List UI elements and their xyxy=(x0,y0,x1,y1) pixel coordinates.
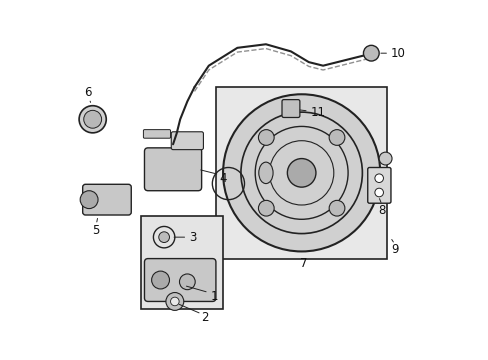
Text: 6: 6 xyxy=(84,86,92,99)
FancyBboxPatch shape xyxy=(144,258,216,301)
FancyBboxPatch shape xyxy=(367,167,390,203)
FancyBboxPatch shape xyxy=(82,184,131,215)
Circle shape xyxy=(374,174,383,183)
Circle shape xyxy=(80,191,98,208)
Text: 5: 5 xyxy=(92,224,100,237)
FancyBboxPatch shape xyxy=(216,87,386,258)
Circle shape xyxy=(179,274,195,290)
Text: 7: 7 xyxy=(299,257,306,270)
Circle shape xyxy=(151,271,169,289)
FancyBboxPatch shape xyxy=(171,132,203,150)
Circle shape xyxy=(165,293,183,310)
Text: 4: 4 xyxy=(219,172,226,185)
Ellipse shape xyxy=(258,162,272,184)
Text: 11: 11 xyxy=(310,105,325,119)
Text: 10: 10 xyxy=(390,47,405,60)
Circle shape xyxy=(159,232,169,243)
Text: 1: 1 xyxy=(210,289,218,303)
Text: 8: 8 xyxy=(378,204,385,217)
FancyBboxPatch shape xyxy=(143,130,170,138)
Circle shape xyxy=(79,106,106,133)
Circle shape xyxy=(170,297,179,306)
Circle shape xyxy=(287,158,315,187)
Circle shape xyxy=(374,188,383,197)
Circle shape xyxy=(328,201,344,216)
Circle shape xyxy=(223,94,380,251)
Circle shape xyxy=(328,130,344,145)
Circle shape xyxy=(363,45,378,61)
Text: 9: 9 xyxy=(390,243,398,256)
FancyBboxPatch shape xyxy=(282,100,299,117)
FancyBboxPatch shape xyxy=(144,148,201,191)
Circle shape xyxy=(83,111,102,128)
Circle shape xyxy=(258,201,274,216)
FancyBboxPatch shape xyxy=(141,216,223,309)
Text: 2: 2 xyxy=(201,311,208,324)
Circle shape xyxy=(258,130,274,145)
Text: 3: 3 xyxy=(189,231,196,244)
Circle shape xyxy=(378,152,391,165)
